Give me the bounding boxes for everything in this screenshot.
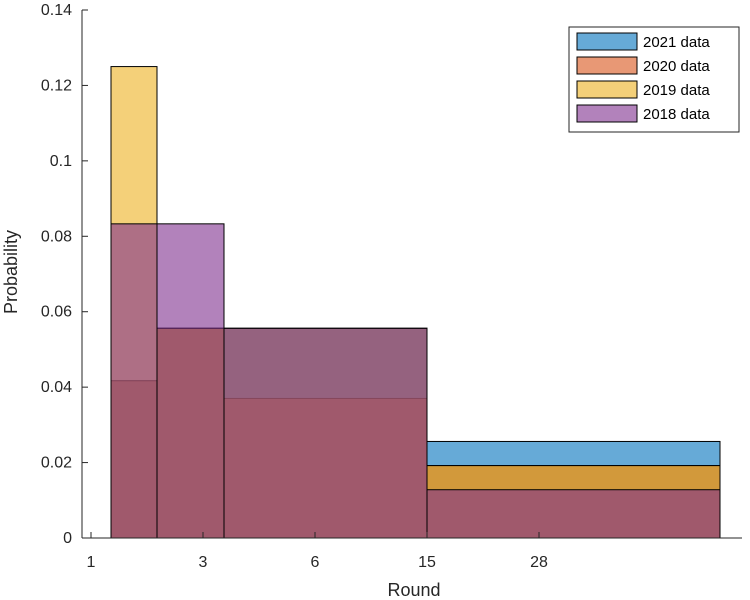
y-tick-label: 0.12 bbox=[41, 77, 72, 94]
x-tick-label: 1 bbox=[87, 554, 96, 571]
y-tick-label: 0.02 bbox=[41, 455, 72, 472]
x-tick-label: 3 bbox=[199, 554, 208, 571]
bars-layer bbox=[110, 66, 721, 539]
legend-label: 2020 data bbox=[643, 58, 710, 75]
bar-2018-data-bin-1 bbox=[110, 223, 158, 539]
x-axis-label: Round bbox=[387, 580, 440, 600]
bar-2018-data-bin-3 bbox=[156, 223, 225, 539]
x-tick-label: 6 bbox=[311, 554, 320, 571]
y-tick-label: 0.06 bbox=[41, 304, 72, 321]
legend-label: 2019 data bbox=[643, 82, 710, 99]
y-tick-label: 0.14 bbox=[41, 2, 72, 19]
legend-label: 2018 data bbox=[643, 106, 710, 123]
legend-swatch bbox=[576, 104, 638, 123]
x-tick-label: 28 bbox=[530, 554, 548, 571]
bar-2018-data-bin-6 bbox=[223, 327, 428, 539]
axes-layer: 0 0.02 0.04 0.06 0.08 0.1 0.12 0.14 1 3 6 15 28 bbox=[41, 2, 742, 571]
y-tick-label: 0.1 bbox=[50, 153, 72, 170]
legend-swatch bbox=[576, 56, 638, 75]
bar-2018-data-bin-28 bbox=[426, 489, 721, 539]
legend: 2021 data 2020 data 2019 data 2018 data bbox=[568, 26, 740, 133]
legend-label: 2021 data bbox=[643, 34, 710, 51]
legend-swatch bbox=[576, 80, 638, 99]
y-tick-label: 0.08 bbox=[41, 228, 72, 245]
x-tick-label: 15 bbox=[418, 554, 436, 571]
y-tick-label: 0 bbox=[63, 530, 72, 547]
legend-swatch bbox=[576, 32, 638, 51]
y-axis-label: Probability bbox=[1, 230, 21, 314]
y-tick-label: 0.04 bbox=[41, 379, 72, 396]
